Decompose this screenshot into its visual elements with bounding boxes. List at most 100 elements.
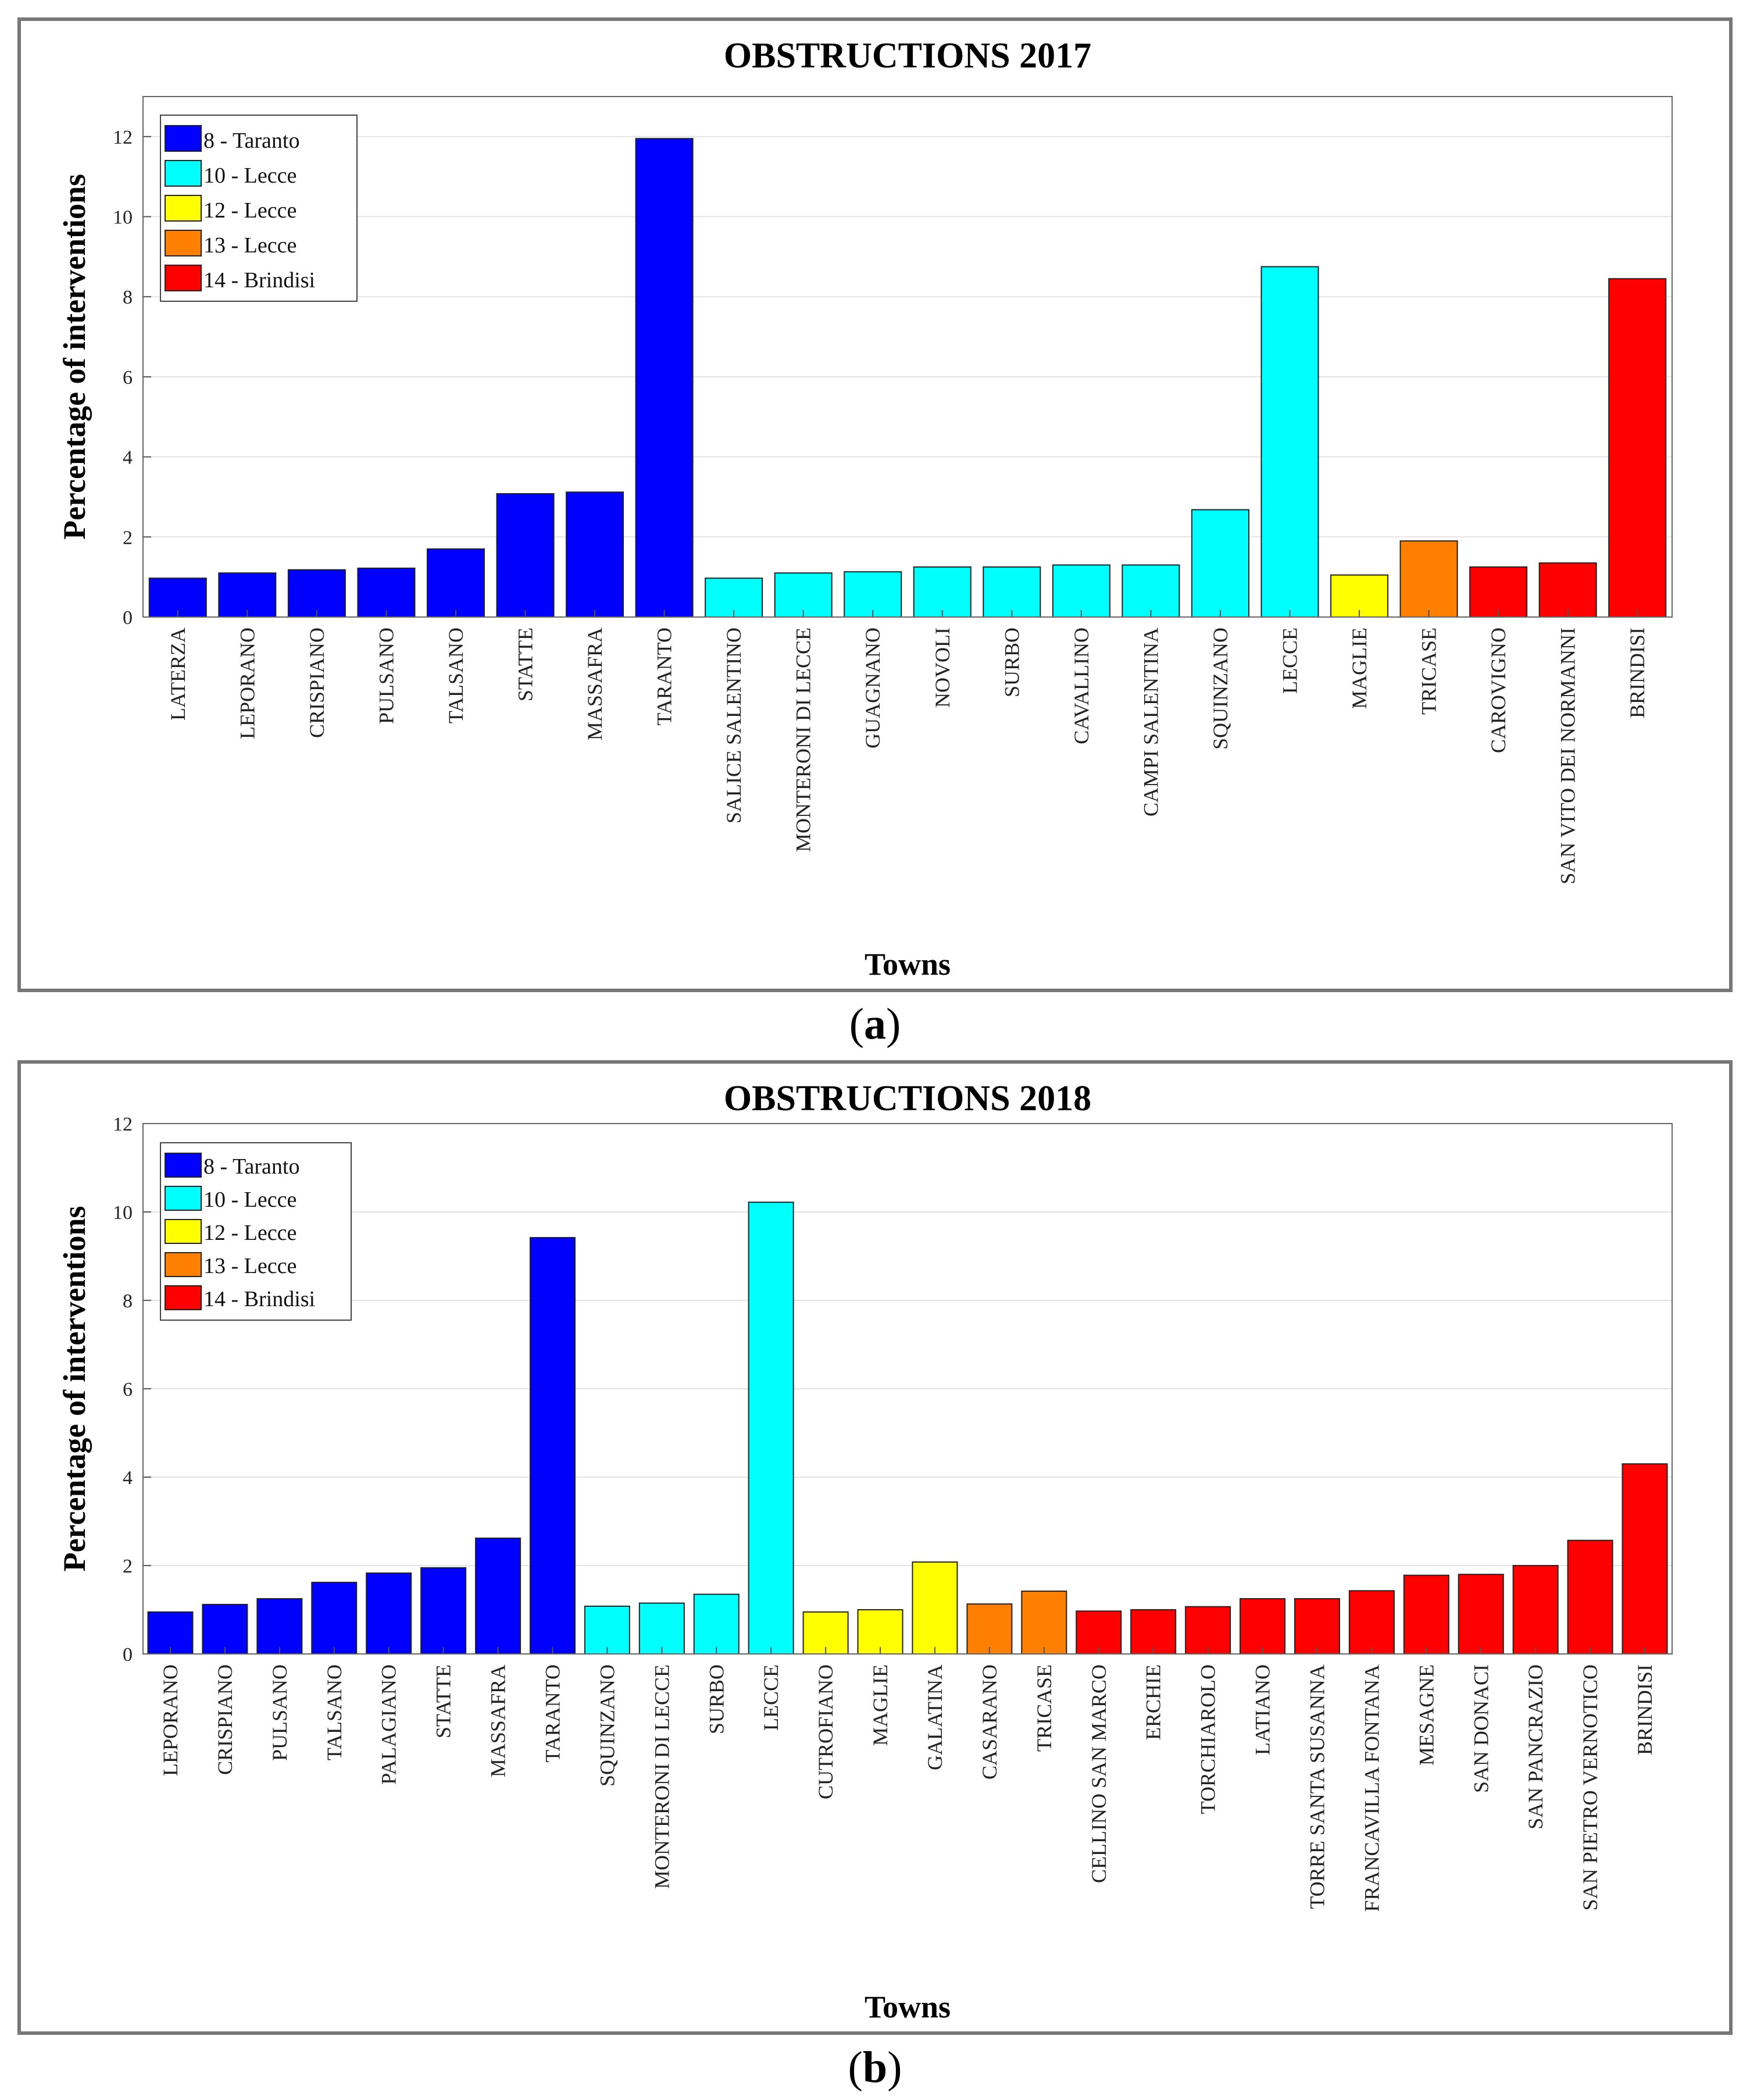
bar [1348,1590,1395,1655]
y-tick-label: 6 [123,367,133,388]
bar [218,572,277,618]
x-tick-label: SAN PANCRAZIO [1524,1664,1547,1830]
bar [1403,1574,1449,1655]
x-tick-label: MESAGNE [1415,1664,1438,1766]
bar [913,566,972,618]
x-tick-label: TORRE SANTA SUSANNA [1305,1664,1328,1909]
bar [1538,562,1597,618]
y-tick-label: 12 [113,1114,133,1135]
x-tick-label: MONTERONI DI LECCE [650,1664,673,1889]
x-tick-label: LEPORANO [159,1664,182,1776]
x-tick-label: CAVALLINO [1070,627,1093,744]
x-tick-label: SURBO [1000,627,1023,697]
bar [475,1537,522,1655]
bar [635,138,694,618]
x-tick-label: SQUINZANO [1209,627,1232,750]
bar [287,569,346,618]
x-tick-label: MASSAFRA [583,627,606,740]
bar [693,1593,740,1655]
legend-entry: 12 - Lecce [203,198,297,223]
bar [529,1237,576,1655]
legend-swatch [165,1285,202,1310]
bar [1608,278,1667,618]
x-tick-label: CRISPIANO [305,627,328,738]
y-tick-label: 8 [123,287,133,308]
bar [1330,574,1389,618]
y-tick-label: 6 [123,1379,133,1400]
legend-swatch [165,160,202,187]
bar [584,1605,630,1655]
bar [638,1602,685,1655]
bar [912,1561,958,1655]
bar [983,566,1041,618]
x-tick-label: LECCE [759,1664,783,1731]
y-tick-label: 10 [113,1202,133,1224]
y-tick-label: 2 [123,1556,133,1577]
x-tick-label: BRINDISI [1633,1664,1656,1755]
x-tick-label: SQUINZANO [595,1664,619,1787]
bar [496,493,555,618]
bar [366,1572,412,1655]
caption-a-letter: a [864,1000,886,1049]
caption-b-letter: b [862,2043,888,2092]
bar [1622,1463,1668,1655]
x-tick-label: LATIANO [1251,1664,1274,1755]
bar [420,1567,467,1655]
x-tick-label: TRICASE [1417,627,1441,715]
x-axis-label: Towns [865,947,951,982]
bar [966,1603,1013,1655]
x-tick-label: PULSANO [268,1664,291,1761]
x-tick-label: MONTERONI DI LECCE [792,627,815,852]
x-tick-label: TRICASE [1033,1664,1056,1752]
x-tick-label: TARANTO [653,627,676,725]
x-tick-label: SAN PIETRO VERNOTICO [1578,1664,1602,1910]
x-tick-label: MAGLIE [1348,627,1371,709]
x-tick-label: MAGLIE [869,1664,892,1746]
chart-panel-2017: OBSTRUCTIONS 2017 0 2 4 6 8 10 12 LATERZA LEPORAN… [17,17,1733,992]
bar [748,1201,794,1655]
legend-entry: 14 - Brindisi [203,268,315,293]
legend-entry: 12 - Lecce [203,1221,297,1245]
bar [1021,1591,1067,1655]
x-tick-label: MASSAFRA [487,1664,510,1777]
bar [1469,566,1528,618]
bar [1458,1574,1504,1655]
chart-title: OBSTRUCTIONS 2017 [724,36,1091,76]
x-tick-label: STATTE [514,627,537,701]
bar [1185,1606,1231,1655]
bar [202,1603,248,1655]
x-tick-label: NOVOLI [931,627,954,708]
bar-chart-2017: OBSTRUCTIONS 2017 0 2 4 6 8 10 12 LATERZA LEPORAN… [57,36,1673,982]
legend-swatch [165,1186,202,1211]
bar [1260,266,1319,618]
x-axis-label: Towns [865,1990,951,2024]
bar [1240,1598,1286,1655]
legend-swatch [165,265,202,291]
x-tick-label: PULSANO [374,627,398,724]
bar [256,1598,303,1655]
bar-chart-2018: OBSTRUCTIONS 2018 0 2 4 6 8 10 12 LEPORANO CRISPI… [57,1079,1673,2024]
plot-border [142,96,1673,618]
bar [1076,1610,1122,1655]
y-tick-label: 0 [123,1644,133,1666]
caption-a: (a) [849,1000,901,1049]
x-tick-label: CASARANO [978,1664,1001,1780]
x-tick-label: PALAGIANO [377,1664,401,1785]
legend-entry: 8 - Taranto [203,1154,299,1179]
legend-swatch [165,195,202,222]
x-tick-label: TALSANO [323,1664,346,1760]
bar [426,548,485,618]
x-tick-label: TALSANO [444,627,467,723]
bar [1052,564,1110,618]
legend-swatch [165,1153,202,1178]
bar [357,568,416,618]
legend-swatch [165,230,202,256]
y-tick-label: 0 [123,607,133,629]
x-tick-label: CAMPI SALENTINA [1139,627,1162,817]
x-tick-label: GUAGNANO [861,627,884,748]
x-tick-label: BRINDISI [1626,627,1649,718]
legend-entry: 10 - Lecce [203,163,297,188]
bar [1122,564,1180,618]
x-tick-label: CRISPIANO [213,1664,237,1775]
x-tick-label: GALATINA [923,1664,947,1770]
